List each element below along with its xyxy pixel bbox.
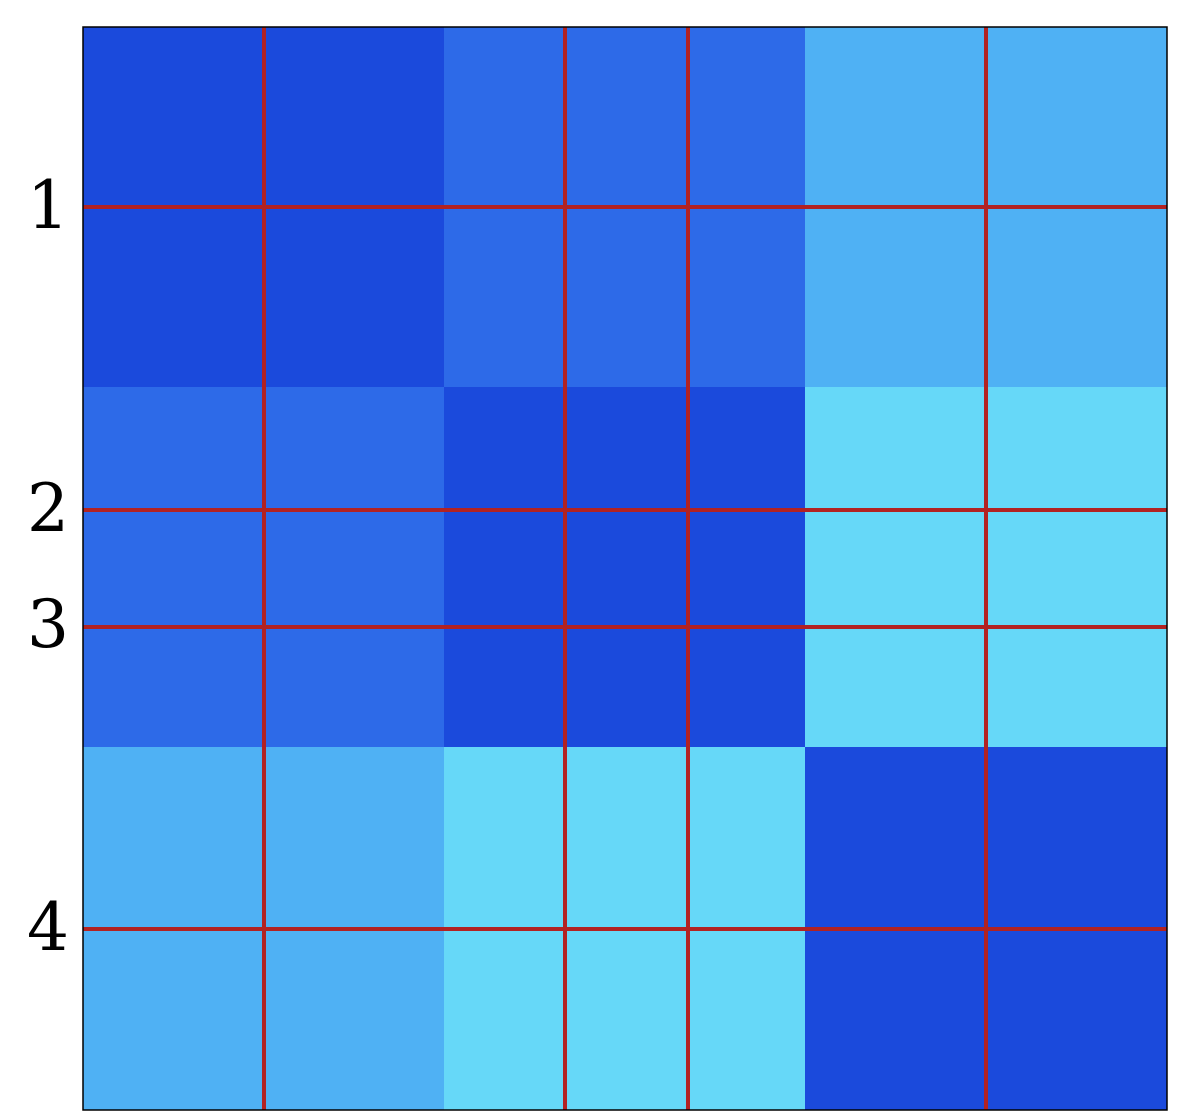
heatmap-cell — [83, 27, 265, 208]
heatmap-cell — [986, 510, 1168, 628]
heatmap-cell — [565, 510, 689, 628]
heatmap-cell — [83, 387, 265, 511]
heatmap-cell — [444, 510, 566, 628]
heatmap-cell — [805, 929, 987, 1111]
row-label-2: 2 — [27, 470, 69, 547]
row-labels: 1 2 3 4 — [27, 167, 69, 966]
heatmap-cell — [565, 27, 689, 208]
heatmap-cell — [565, 627, 689, 748]
heatmap-cell — [264, 387, 445, 511]
heatmap-cell — [565, 387, 689, 511]
heatmap-cell — [444, 929, 566, 1111]
plot-border — [82, 26, 1168, 1111]
heatmap-cell — [264, 207, 445, 388]
heatmap-cells — [83, 27, 1168, 1111]
heatmap-cell — [444, 747, 566, 930]
heatmap-cell — [805, 510, 987, 628]
row-label-4: 4 — [27, 889, 69, 966]
heatmap-cell — [986, 207, 1168, 388]
heatmap-cell — [83, 929, 265, 1111]
heatmap-cell — [805, 747, 987, 930]
heatmap-cell — [444, 207, 566, 388]
heatmap-cell — [688, 510, 806, 628]
heatmap-cell — [986, 929, 1168, 1111]
heatmap-cell — [986, 27, 1168, 208]
heatmap-cell — [264, 627, 445, 748]
heatmap-cell — [444, 27, 566, 208]
heatmap-cell — [565, 207, 689, 388]
heatmap-cell — [688, 747, 806, 930]
heatmap-cell — [264, 510, 445, 628]
heatmap-cell — [688, 929, 806, 1111]
heatmap-cell — [264, 27, 445, 208]
heatmap-cell — [83, 627, 265, 748]
heatmap-cell — [444, 627, 566, 748]
heatmap-cell — [83, 747, 265, 930]
heatmap-cell — [565, 747, 689, 930]
heatmap-cell — [805, 27, 987, 208]
heatmap-cell — [444, 387, 566, 511]
heatmap-cell — [688, 27, 806, 208]
heatmap-cell — [986, 627, 1168, 748]
row-label-1: 1 — [27, 167, 69, 244]
heatmap-cell — [83, 207, 265, 388]
heatmap-cell — [805, 207, 987, 388]
row-label-3: 3 — [27, 586, 69, 663]
red-grid-lines — [83, 27, 1167, 1110]
heatmap-cell — [688, 207, 806, 388]
heatmap-cell — [264, 747, 445, 930]
heatmap-cell — [688, 627, 806, 748]
heatmap-cell — [805, 387, 987, 511]
heatmap-cell — [688, 387, 806, 511]
heatmap-cell — [83, 510, 265, 628]
heatmap-cell — [565, 929, 689, 1111]
heatmap-cell — [986, 747, 1168, 930]
heatmap-cell — [264, 929, 445, 1111]
heatmap-cell — [986, 387, 1168, 511]
heatmap-cell — [805, 627, 987, 748]
